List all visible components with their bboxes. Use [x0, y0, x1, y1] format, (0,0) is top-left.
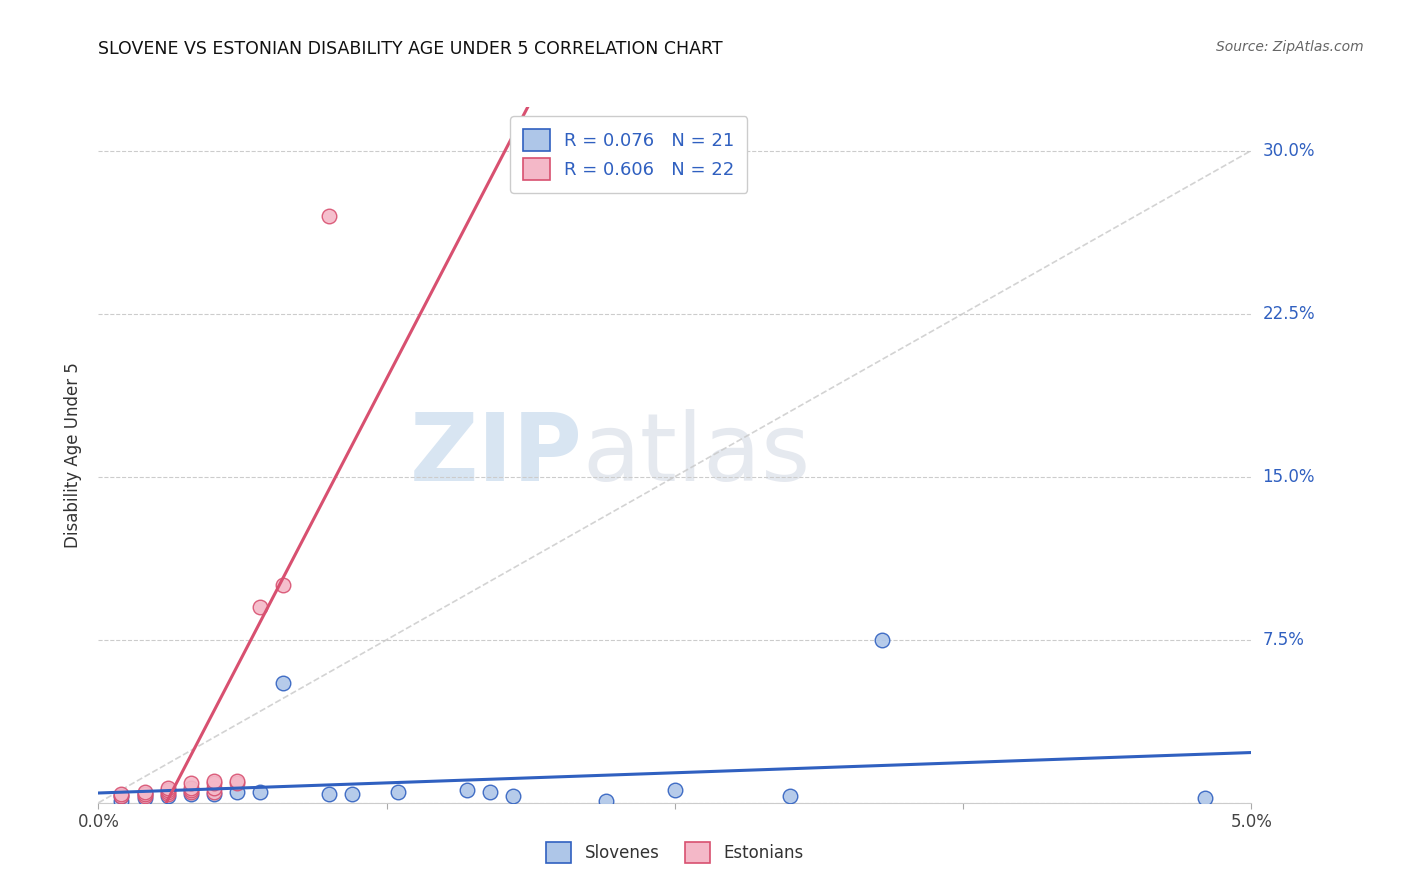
Point	[249, 785, 271, 799]
Point	[156, 789, 179, 804]
Point	[134, 787, 156, 801]
Legend: Slovenes, Estonians: Slovenes, Estonians	[538, 834, 811, 871]
Point	[156, 787, 179, 801]
Point	[156, 785, 179, 799]
Point	[202, 776, 225, 790]
Point	[156, 780, 179, 795]
Point	[134, 787, 156, 801]
Point	[479, 785, 502, 799]
Text: 22.5%: 22.5%	[1263, 304, 1315, 323]
Point	[664, 782, 686, 797]
Point	[180, 785, 202, 799]
Text: Source: ZipAtlas.com: Source: ZipAtlas.com	[1216, 40, 1364, 54]
Point	[180, 780, 202, 795]
Point	[318, 787, 340, 801]
Point	[502, 789, 524, 804]
Point	[318, 209, 340, 223]
Point	[271, 578, 294, 592]
Text: atlas: atlas	[582, 409, 811, 501]
Point	[202, 785, 225, 799]
Point	[110, 794, 132, 808]
Point	[872, 632, 894, 647]
Y-axis label: Disability Age Under 5: Disability Age Under 5	[65, 362, 83, 548]
Point	[387, 785, 409, 799]
Point	[180, 782, 202, 797]
Point	[340, 787, 363, 801]
Point	[180, 787, 202, 801]
Point	[202, 780, 225, 795]
Text: ZIP: ZIP	[409, 409, 582, 501]
Point	[202, 774, 225, 789]
Text: 15.0%: 15.0%	[1263, 467, 1315, 485]
Text: 30.0%: 30.0%	[1263, 142, 1315, 160]
Point	[225, 774, 247, 789]
Text: 7.5%: 7.5%	[1263, 631, 1305, 648]
Point	[110, 789, 132, 804]
Point	[110, 789, 132, 804]
Point	[271, 676, 294, 690]
Text: SLOVENE VS ESTONIAN DISABILITY AGE UNDER 5 CORRELATION CHART: SLOVENE VS ESTONIAN DISABILITY AGE UNDER…	[98, 40, 723, 58]
Point	[595, 794, 617, 808]
Point	[156, 782, 179, 797]
Point	[134, 785, 156, 799]
Point	[456, 782, 478, 797]
Point	[779, 789, 801, 804]
Point	[225, 776, 247, 790]
Point	[202, 787, 225, 801]
Point	[249, 600, 271, 615]
Point	[110, 787, 132, 801]
Point	[180, 776, 202, 790]
Point	[1194, 791, 1216, 805]
Point	[225, 785, 247, 799]
Point	[134, 791, 156, 805]
Point	[134, 789, 156, 804]
